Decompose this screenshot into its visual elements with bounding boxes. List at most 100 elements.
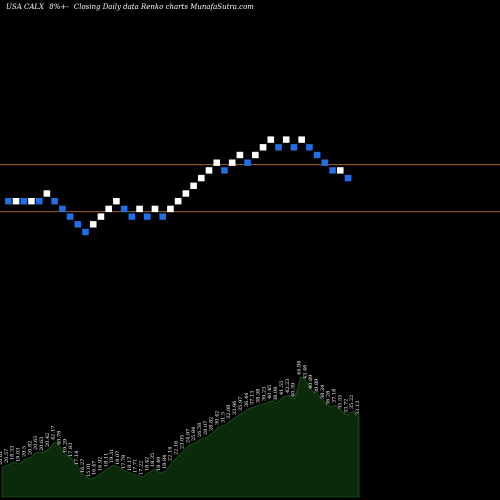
volume-label: 18.84: [162, 455, 168, 469]
renko-brick-up: [336, 167, 344, 174]
renko-brick-down: [244, 159, 251, 166]
volume-label: 20.61: [0, 451, 4, 465]
renko-brick-up: [190, 182, 197, 189]
chart-caption: Closing Daily data Renko charts MunafaSu…: [74, 3, 254, 11]
renko-brick-up: [12, 198, 20, 205]
brick-size-label: 8%: [49, 3, 60, 11]
renko-bricks: [5, 136, 352, 236]
renko-brick-up: [136, 205, 143, 213]
volume-label: 22.14: [168, 447, 174, 461]
volume-label: 28.07: [203, 421, 209, 435]
renko-brick-down: [290, 144, 298, 151]
renko-brick-up: [97, 213, 105, 220]
renko-brick-up: [28, 198, 35, 205]
renko-brick-up: [205, 167, 213, 174]
volume-label: 37.18: [332, 389, 338, 403]
renko-brick-down: [35, 198, 43, 205]
volume-label: 32.08: [226, 405, 232, 419]
volume-label: 20.65: [33, 436, 39, 450]
renko-brick-up: [182, 190, 190, 197]
volume-label: 20.63: [39, 437, 45, 451]
volume-label: 25.84: [191, 427, 197, 441]
chart-title: USA CALX 8%+- Closing Daily data Renko c…: [6, 3, 254, 11]
volume-label: 17.83: [68, 443, 74, 457]
renko-brick-up: [213, 159, 221, 166]
volume-label: 26.58: [197, 423, 203, 437]
renko-brick-up: [298, 136, 305, 143]
renko-brick-down: [66, 213, 74, 220]
volume-label: 18.11: [103, 453, 109, 467]
volume-label: 40.39: [291, 383, 297, 397]
reference-lines: [0, 164, 500, 213]
ticker-label: USA CALX: [6, 3, 45, 11]
volume-label: 40.45: [267, 385, 273, 399]
volume-label: 42.17: [51, 426, 57, 440]
volume-label: 38.38: [256, 389, 262, 403]
volume-label: 37.13: [250, 391, 256, 405]
volume-label: 35.55: [337, 395, 343, 409]
volume-label: 17.14: [74, 451, 80, 465]
renko-brick-down: [329, 167, 336, 174]
volume-label: 20.5: [21, 446, 27, 457]
volume-label: 16.92: [98, 457, 104, 471]
volume-label: 31.5: [220, 412, 226, 423]
volume-label: 43.46: [302, 365, 308, 379]
volume-label: 19.31: [109, 449, 115, 463]
volume-label: 38.34: [320, 385, 326, 399]
volume-label: 38.08: [273, 387, 279, 401]
renko-brick-down: [51, 198, 58, 205]
renko-brick-down: [313, 151, 321, 159]
volume-label: 23.05: [179, 435, 185, 449]
renko-brick-down: [120, 205, 128, 213]
volume-label: 40.89: [308, 375, 314, 389]
renko-brick-down: [82, 228, 89, 236]
volume-label: 17.78: [121, 455, 127, 469]
renko-brick-up: [167, 205, 174, 213]
volume-label: 19.29: [62, 439, 68, 453]
volume-label: 15.01: [86, 463, 92, 477]
volume-label: 33.96: [232, 401, 238, 415]
volume-label: 19.03: [16, 448, 22, 462]
renko-brick-down: [5, 198, 12, 205]
volume-label: 18.49: [156, 457, 162, 471]
volume-label: 40.78: [57, 431, 63, 445]
renko-brick-down: [128, 213, 136, 220]
volume-label: 17.71: [133, 459, 139, 473]
renko-brick-up: [259, 144, 267, 151]
volume-label: 20.82: [27, 441, 33, 455]
volume-panel: 20.61 20.57 18.33 19.03 20.5 20.82 20.65 20.63 2…: [0, 361, 361, 498]
renko-brick-up: [174, 198, 182, 205]
volume-label: 16.47: [92, 461, 98, 475]
renko-brick-up: [252, 151, 259, 159]
volume-label: 18.33: [10, 446, 16, 460]
renko-brick-up: [113, 198, 120, 205]
renko-brick-down: [321, 159, 329, 166]
renko-brick-up: [105, 205, 112, 213]
renko-brick-down: [306, 144, 313, 151]
renko-brick-down: [221, 167, 228, 174]
renko-brick-up: [89, 221, 97, 228]
volume-label: 22.16: [174, 441, 180, 455]
renko-brick-down: [59, 205, 66, 213]
volume-label: 20.42: [45, 433, 51, 447]
volume-label: 19.07: [115, 451, 121, 465]
volume-label: 35.22: [349, 395, 355, 409]
renko-brick-up: [228, 159, 236, 166]
volume-label: 33.72: [343, 399, 349, 413]
volume-label: 41.55: [279, 381, 285, 395]
volume-label: 20.57: [4, 449, 10, 463]
renko-brick-up: [282, 136, 290, 143]
renko-brick-up: [267, 136, 275, 143]
renko-brick-down: [143, 213, 151, 220]
volume-label: 24.97: [185, 429, 191, 443]
volume-label: 17.22: [139, 461, 145, 475]
volume-label: 18.17: [127, 457, 133, 471]
volume-label: 28.82: [209, 417, 215, 431]
volume-area: [1, 376, 360, 498]
volume-label: 18.42: [144, 457, 150, 471]
volume-label: 36.28: [326, 391, 332, 405]
renko-brick-down: [159, 213, 166, 220]
renko-brick-up: [43, 190, 51, 197]
renko-brick-down: [275, 144, 282, 151]
